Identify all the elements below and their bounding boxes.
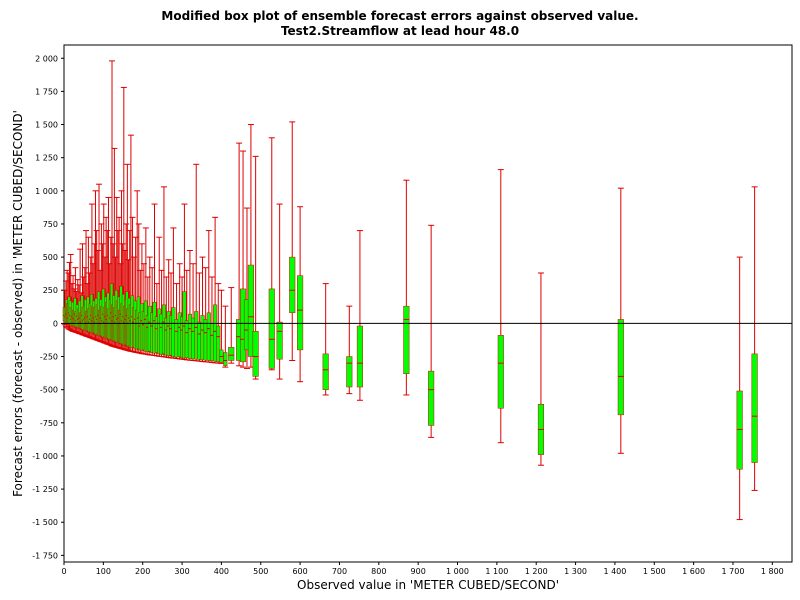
y-tick-label: 750 (43, 220, 58, 229)
box-body (297, 275, 304, 351)
x-tick-label: 1 600 (682, 567, 705, 576)
box-body (751, 353, 758, 463)
x-axis-label: Observed value in 'METER CUBED/SECOND' (297, 578, 559, 592)
box-mark (252, 155, 259, 380)
x-tick-label: 700 (332, 567, 347, 576)
x-tick-label: 1 700 (722, 567, 745, 576)
y-tick-label: -1 250 (32, 485, 58, 494)
y-tick-label: -750 (40, 419, 58, 428)
box-body (356, 325, 363, 388)
y-tick-label: 1 750 (35, 87, 58, 96)
x-tick-label: 1 000 (446, 567, 469, 576)
y-tick-label: 1 000 (35, 187, 58, 196)
box-body (223, 352, 228, 367)
box-body (228, 346, 235, 361)
box-mark (537, 272, 544, 466)
box-series (61, 60, 758, 521)
box-mark (617, 187, 624, 454)
x-tick-label: 1 800 (761, 567, 784, 576)
box-body (322, 353, 329, 390)
box-mark (228, 287, 235, 364)
x-axis: 0 100 200 300 400 500 600 700 800 900 1 000 1 100 1 … (61, 562, 784, 576)
x-tick-label: 200 (135, 567, 150, 576)
y-tick-label: 2 000 (35, 54, 58, 63)
box-mark (403, 179, 410, 396)
box-body (289, 256, 296, 314)
box-mark (289, 121, 296, 362)
y-tick-label: -250 (40, 353, 58, 362)
y-axis-label: Forecast errors (forecast - observed) in… (11, 110, 25, 497)
y-tick-label: 500 (43, 253, 58, 262)
x-tick-label: 1 200 (525, 567, 548, 576)
x-tick-label: 1 100 (485, 567, 508, 576)
x-tick-label: 300 (174, 567, 189, 576)
box-mark (276, 203, 283, 380)
box-body (252, 331, 259, 377)
box-body (276, 321, 283, 360)
y-axis: -1 750 -1 500 -1 250 -1 000 -750 -500 -250 0 250… (32, 54, 64, 560)
box-body (403, 305, 410, 375)
x-tick-label: 600 (292, 567, 307, 576)
box-mark (236, 142, 243, 367)
y-tick-label: -500 (40, 386, 58, 395)
x-tick-label: 100 (96, 567, 111, 576)
x-tick-label: 1 500 (643, 567, 666, 576)
box-body (247, 264, 254, 357)
x-tick-label: 0 (61, 567, 66, 576)
box-mark (297, 206, 304, 383)
box-body (346, 356, 353, 388)
x-tick-label: 900 (411, 567, 426, 576)
box-body (216, 325, 221, 363)
box-mark (173, 283, 180, 360)
chart-subtitle: Test2.Streamflow at lead hour 48.0 (280, 24, 520, 38)
chart-title: Modified box plot of ensemble forecast e… (161, 9, 639, 23)
y-tick-label: 1 250 (35, 154, 58, 163)
box-mark (205, 230, 212, 363)
box-body (617, 319, 624, 416)
y-tick-label: -1 750 (32, 551, 58, 560)
y-tick-label: -1 000 (32, 452, 58, 461)
box-body (497, 335, 504, 409)
box-mark (218, 289, 225, 364)
y-tick-label: 0 (53, 319, 58, 328)
y-tick-label: 250 (43, 286, 58, 295)
y-tick-label: -1 500 (32, 518, 58, 527)
x-tick-label: 500 (253, 567, 268, 576)
box-body (736, 390, 743, 470)
box-mark (222, 305, 229, 368)
box-mark (497, 169, 504, 444)
box-mark (736, 256, 743, 521)
box-mark (322, 283, 329, 396)
x-tick-label: 800 (371, 567, 386, 576)
box-mark (193, 163, 200, 362)
box-mark (356, 230, 363, 401)
box-body (428, 370, 435, 426)
y-tick-label: 1 500 (35, 121, 58, 130)
x-tick-label: 1 400 (603, 567, 626, 576)
box-mark (268, 137, 275, 371)
box-mark (428, 224, 435, 438)
box-body (268, 288, 275, 369)
box-mark (346, 305, 353, 395)
x-tick-label: 400 (214, 567, 229, 576)
box-mark (751, 186, 758, 491)
x-tick-label: 1 300 (564, 567, 587, 576)
